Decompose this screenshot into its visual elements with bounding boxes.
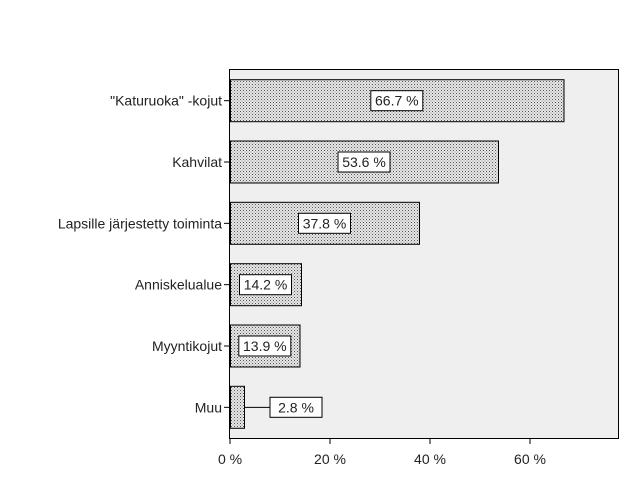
data-label: 53.6 % xyxy=(342,154,386,170)
data-label: 14.2 % xyxy=(244,277,288,293)
bar xyxy=(230,140,499,184)
data-label-box xyxy=(238,335,292,357)
category-label: Myyntikojut xyxy=(152,338,222,354)
bar xyxy=(230,385,245,429)
data-label: 13.9 % xyxy=(243,338,287,354)
x-axis: 0 % 20 % 40 % 60 % xyxy=(218,438,546,467)
x-tick-label: 60 % xyxy=(514,451,546,467)
x-tick-label: 20 % xyxy=(314,451,346,467)
category-label: Kahvilat xyxy=(172,154,222,170)
category-label: Anniskelualue xyxy=(135,277,222,293)
data-label: 2.8 % xyxy=(278,399,314,415)
data-label-box xyxy=(269,396,323,418)
bars-group: 66.7 % 53.6 % 37.8 % 14.2 % 13.9 % 2.8 % xyxy=(230,79,565,429)
data-label: 66.7 % xyxy=(375,93,419,109)
data-label-box xyxy=(298,212,351,234)
data-label-box xyxy=(370,90,424,112)
data-label-box xyxy=(337,151,391,173)
category-label: Muu xyxy=(195,399,222,415)
category-labels: "Katuruoka" -kojut Kahvilat Lapsille järje… xyxy=(58,93,230,415)
data-label: 37.8 % xyxy=(303,215,347,231)
x-tick-label: 40 % xyxy=(414,451,446,467)
x-tick-label: 0 % xyxy=(218,451,242,467)
data-label-box xyxy=(239,274,292,296)
category-label: "Katuruoka" -kojut xyxy=(110,93,222,109)
plot-area xyxy=(229,69,619,439)
category-label: Lapsille järjestetty toiminta xyxy=(58,215,222,231)
